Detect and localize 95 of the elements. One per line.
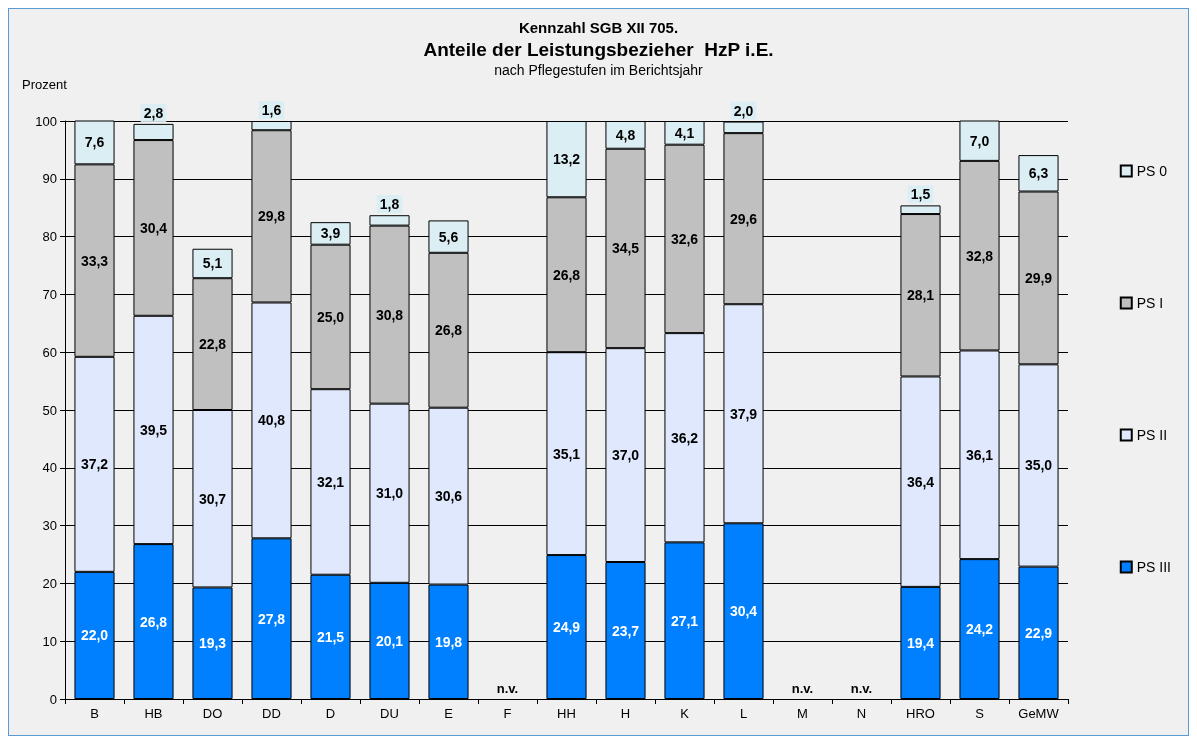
data-label: 1,5 [910,186,931,203]
y-tick-label: 30 [42,518,57,534]
data-label: 23,7 [611,622,640,639]
chart-subtitle: nach Pflegestufen im Berichtsjahr [494,62,704,78]
x-tick-label: S [975,706,985,721]
legend-label: PS 0 [1136,163,1168,179]
data-label: 29,9 [1024,269,1053,286]
x-tick-label: GeMW [1018,706,1060,721]
data-label: 4,1 [674,124,695,141]
data-label: 30,7 [198,490,227,507]
x-tick-label: N [856,706,867,721]
data-label: 24,2 [965,621,994,638]
y-tick-label: 50 [42,402,57,418]
data-label: 32,1 [316,473,345,490]
data-label: 19,4 [906,634,935,651]
data-label: 13,2 [552,151,581,168]
x-tick-label: DO [202,706,223,721]
x-tick-label: M [797,706,808,721]
annotation: n.v. [791,681,814,696]
data-label: 19,3 [198,635,227,652]
data-label: 35,0 [1024,457,1053,474]
x-tick-label: K [680,706,690,721]
x-tick-label: B [90,706,99,721]
chart-title: Anteile der Leistungsbezieher HzP i.E. [423,39,774,60]
data-label: 24,9 [552,619,581,636]
x-tick-label: H [620,706,631,721]
data-label: 30,6 [434,488,463,505]
data-label: 30,4 [139,219,168,236]
y-tick-label: 40 [42,460,57,476]
data-label: 3,9 [320,225,341,242]
data-label: 30,4 [729,603,758,620]
x-tick-label: DD [262,706,281,721]
x-tick-label: DU [380,706,399,721]
y-tick-label: 0 [49,691,57,707]
data-label: 6,3 [1028,165,1049,182]
data-label: 26,8 [552,266,581,283]
text: Kennzahl SGB XII 705. [518,19,679,36]
data-label: 29,8 [257,208,286,225]
y-tick-label: 10 [42,633,57,649]
data-label: 5,6 [438,228,459,245]
data-label: 19,8 [434,633,463,650]
data-label: 5,1 [202,255,223,272]
data-label: 4,8 [615,126,636,143]
data-label: 20,1 [375,632,404,649]
data-label: 21,5 [316,628,345,645]
data-label: 40,8 [257,412,286,429]
data-label: 36,2 [670,429,699,446]
data-label: 7,0 [969,132,990,149]
data-label: 27,8 [257,610,286,627]
data-label: 22,0 [80,627,109,644]
y-tick-label: 60 [42,344,57,360]
data-label: 34,5 [611,240,640,257]
data-label: 28,1 [906,287,935,304]
data-label: 7,6 [84,134,105,151]
annotation: n.v. [496,681,519,696]
data-label: 27,1 [670,612,699,629]
data-label: 32,6 [670,230,699,247]
data-label: 22,8 [198,336,227,353]
data-label: 36,1 [965,446,994,463]
data-label: 22,9 [1024,624,1053,641]
x-tick-label: L [739,706,748,721]
data-label: 26,8 [434,322,463,339]
data-label: 26,8 [139,613,168,630]
data-label: 37,9 [729,405,758,422]
data-label: 35,1 [552,445,581,462]
data-label: 29,6 [729,210,758,227]
y-axis-title: Prozent [22,77,68,92]
legend-label: PS II [1136,427,1168,443]
data-label: 37,0 [611,447,640,464]
data-label: 2,8 [143,104,164,121]
annotation: n.v. [850,681,873,696]
data-label: 1,6 [261,102,282,118]
data-label: 36,4 [906,473,935,490]
x-tick-label: HRO [906,706,935,721]
x-tick-label: D [325,706,336,721]
data-label: 1,8 [379,196,400,213]
y-tick-label: 80 [42,229,57,245]
x-tick-label: F [503,706,512,721]
data-label: 31,0 [375,485,404,502]
data-label: 30,8 [375,306,404,323]
data-label: 37,2 [80,456,109,473]
x-tick-label: HB [144,706,163,721]
x-tick-label: HH [557,706,576,721]
data-label: 33,3 [80,252,109,269]
y-tick-label: 70 [42,286,57,302]
data-label: 39,5 [139,421,168,438]
y-tick-label: 90 [42,171,57,187]
y-tick-label: 20 [42,575,57,591]
x-tick-label: E [444,706,454,721]
data-label: 2,0 [733,102,754,119]
data-label: 25,0 [316,308,345,325]
legend-label: PS I [1136,295,1164,311]
legend-label: PS III [1136,559,1171,575]
y-tick-label: 100 [35,113,57,129]
data-label: 32,8 [965,247,994,264]
